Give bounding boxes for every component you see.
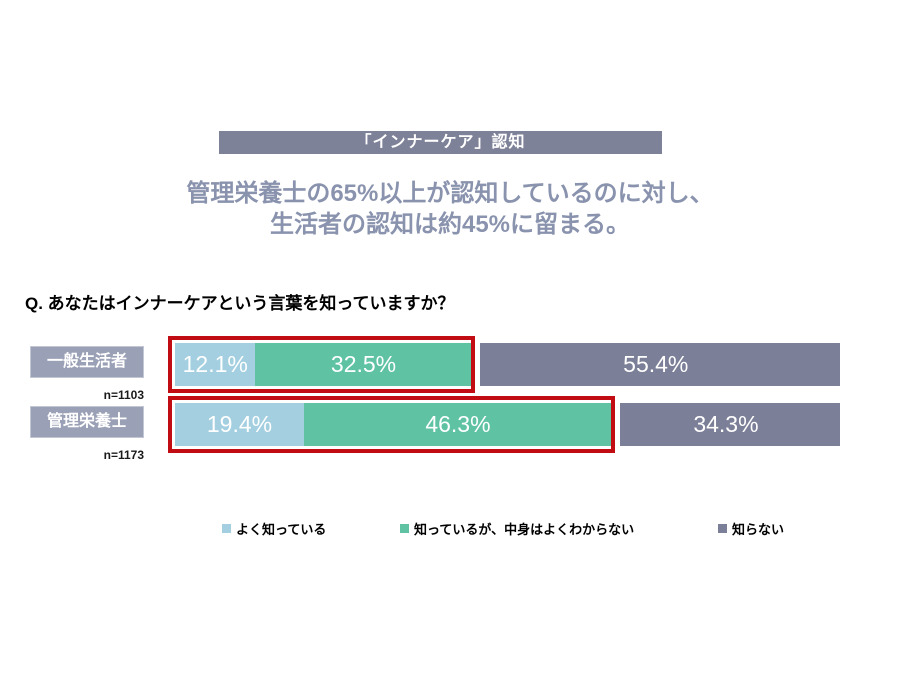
section-title-banner: 「インナーケア」認知	[219, 131, 662, 154]
bar-segment-know-well: 19.4%	[175, 403, 304, 446]
category-badge: 管理栄養士	[30, 406, 144, 438]
legend-label: よく知っている	[236, 521, 327, 537]
segment-value-label: 34.3%	[693, 411, 759, 437]
bar-segment-dont-know: 34.3%	[611, 403, 840, 446]
subtitle-line-2: 生活者の認知は約45%に留まる。	[269, 211, 631, 238]
survey-question: Q. あなたはインナーケアという言葉を知っていますか？	[25, 294, 455, 313]
legend-swatch-teal	[400, 523, 409, 533]
stacked-bar: 19.4% 46.3% 34.3%	[168, 396, 840, 453]
legend-item-know-vaguely: 知っているが、中身はよくわからない	[400, 517, 634, 539]
legend-label: 知らない	[732, 521, 785, 537]
segment-value-label: 12.1%	[182, 351, 248, 377]
bar-segment-dont-know: 55.4%	[471, 343, 840, 386]
legend-swatch-light-blue	[222, 523, 231, 533]
bar-row-dietitians: 管理栄養士 n=1173 19.4% 46.3% 34.3%	[0, 396, 900, 462]
bar-segment-know-well: 12.1%	[175, 343, 256, 386]
stacked-bar: 12.1% 32.5% 55.4%	[168, 336, 840, 393]
legend-item-dont-know: 知らない	[718, 517, 784, 539]
bar-segment-know-vaguely: 46.3%	[304, 403, 612, 446]
key-finding-subtitle: 管理栄養士の65%以上が認知しているのに対し、 生活者の認知は約45%に留まる。	[0, 178, 900, 240]
bar-segment-know-vaguely: 32.5%	[255, 343, 472, 386]
segment-value-label: 55.4%	[623, 351, 689, 377]
category-badge: 一般生活者	[30, 346, 144, 378]
sample-size-label: n=1173	[103, 448, 144, 462]
segment-value-label: 32.5%	[330, 351, 397, 377]
bar-row-general-consumers: 一般生活者 n=1103 12.1% 32.5% 55.4%	[0, 336, 900, 402]
chart-legend: よく知っている 知っているが、中身はよくわからない 知らない	[0, 517, 900, 539]
subtitle-line-1: 管理栄養士の65%以上が認知しているのに対し、	[186, 180, 714, 207]
legend-label: 知っているが、中身はよくわからない	[414, 521, 635, 537]
legend-swatch-slate	[718, 523, 727, 533]
segment-value-label: 19.4%	[206, 411, 273, 437]
segment-value-label: 46.3%	[425, 411, 491, 437]
legend-item-know-well: よく知っている	[222, 517, 326, 539]
sample-size-label: n=1103	[103, 388, 144, 402]
